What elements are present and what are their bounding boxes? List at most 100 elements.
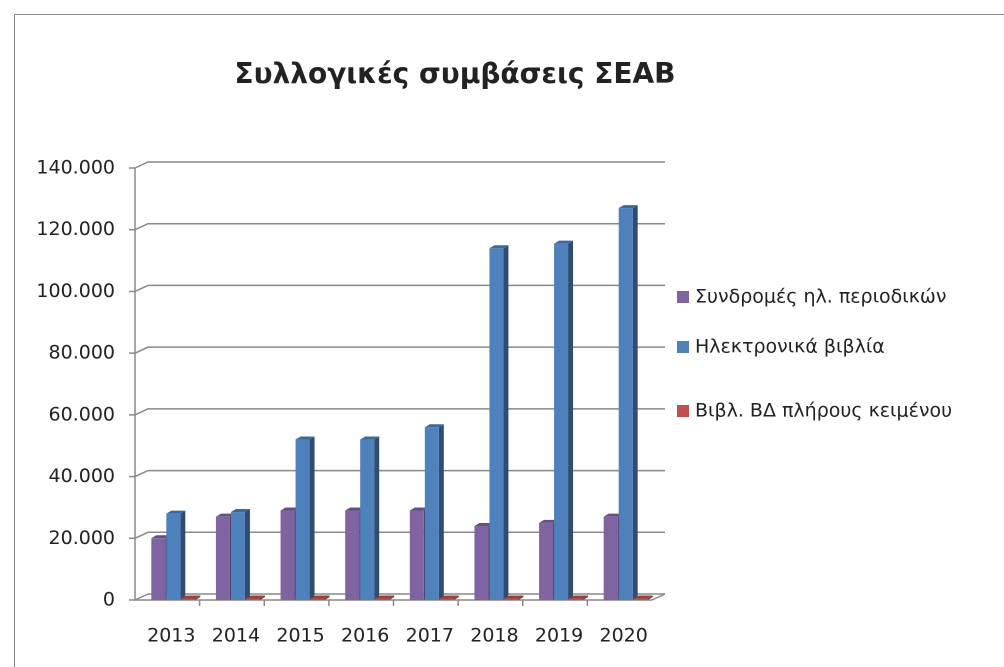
bar (310, 595, 330, 600)
bar (360, 436, 380, 600)
x-tick-label: 2016 (341, 625, 389, 647)
bar (295, 436, 315, 600)
bar (618, 205, 638, 600)
bar-front (409, 510, 424, 600)
bar-front (375, 598, 390, 600)
legend-swatch (677, 405, 689, 417)
bar-top (280, 507, 300, 511)
bar-front (181, 598, 196, 600)
legend-label: Συνδρομές ηλ. περιοδικών (695, 286, 946, 308)
bar-side (632, 205, 638, 600)
bar-top (603, 513, 623, 517)
bar-front (295, 439, 310, 600)
bar-front (424, 427, 439, 600)
bar-front (166, 513, 181, 600)
grid-line (134, 222, 665, 231)
bar-top (409, 507, 429, 511)
bar-top (245, 595, 265, 599)
bar-side (374, 436, 380, 600)
x-tick-label: 2020 (600, 625, 648, 647)
bar-side (518, 595, 524, 600)
bar-front (215, 516, 230, 600)
bar-side (389, 595, 395, 600)
bar-top (439, 595, 459, 599)
bar-front (474, 525, 489, 600)
y-tick-label: 140.000 (36, 157, 115, 179)
bar-side (259, 595, 265, 600)
y-tick-label: 100.000 (36, 280, 115, 302)
bar-top (569, 595, 589, 599)
bar-front (554, 243, 569, 600)
bar-front (633, 598, 648, 600)
bar-side (583, 595, 589, 600)
bar-side (453, 595, 459, 600)
bar-side (438, 424, 444, 600)
x-tick-label: 2017 (406, 625, 454, 647)
bar-top (230, 509, 250, 513)
bar-top (215, 513, 235, 517)
y-tick-label: 0 (103, 589, 115, 611)
bar-front (603, 516, 618, 600)
bar-front (569, 598, 584, 600)
bar-top (375, 595, 395, 599)
bar-front (151, 538, 166, 600)
bar-side (568, 240, 574, 600)
bar-top (295, 436, 315, 440)
bar-top (166, 510, 186, 514)
y-tick-label: 60.000 (49, 403, 115, 425)
bar (166, 510, 186, 600)
bar (424, 424, 444, 600)
bar-top (618, 205, 638, 209)
bar-front (230, 512, 245, 600)
bar-front (489, 248, 504, 600)
bar-top (424, 424, 444, 428)
bar-side (324, 595, 330, 600)
bar (375, 595, 395, 600)
bar-top (633, 595, 653, 599)
bar-front (360, 439, 375, 600)
bar (569, 595, 589, 600)
bar-top (360, 436, 380, 440)
bar-front (618, 208, 633, 600)
bar (504, 595, 524, 600)
bar (554, 240, 574, 600)
bar-front (539, 522, 554, 600)
x-tick-label: 2019 (535, 625, 583, 647)
bar-side (244, 509, 250, 600)
grid-line (134, 161, 665, 169)
bar (230, 509, 250, 600)
chart-title: Συλλογικές συμβάσεις ΣΕΑΒ (234, 57, 675, 90)
bar-front (310, 598, 325, 600)
bar (181, 595, 201, 600)
bar-top (181, 595, 201, 599)
x-axis-side (651, 593, 666, 601)
x-tick-label: 2015 (276, 625, 324, 647)
bar-side (309, 436, 315, 600)
bar-top (474, 522, 494, 526)
bar-top (310, 595, 330, 599)
bar-front (280, 510, 295, 600)
x-tick-label: 2018 (470, 625, 518, 647)
bar-side (195, 595, 201, 600)
y-tick-label: 40.000 (49, 465, 115, 487)
bar-top (489, 245, 509, 249)
bar-top (151, 535, 171, 539)
y-tick-label: 20.000 (49, 527, 115, 549)
legend-swatch (677, 291, 689, 303)
legend-label: Βιβλ. ΒΔ πλήρους κειμένου (695, 400, 952, 422)
bar-side (503, 245, 509, 600)
bar (633, 595, 653, 600)
y-tick-label: 120.000 (36, 218, 115, 240)
bar-front (504, 598, 519, 600)
bar (439, 595, 459, 600)
legend-label: Ηλεκτρονικά βιβλία (695, 336, 885, 358)
bar (489, 245, 509, 600)
x-tick-label: 2013 (147, 625, 195, 647)
bar-top (554, 240, 574, 244)
bar-front (245, 598, 260, 600)
y-tick-label: 80.000 (49, 342, 115, 364)
x-tick-label: 2014 (212, 625, 260, 647)
legend-swatch (677, 341, 689, 353)
